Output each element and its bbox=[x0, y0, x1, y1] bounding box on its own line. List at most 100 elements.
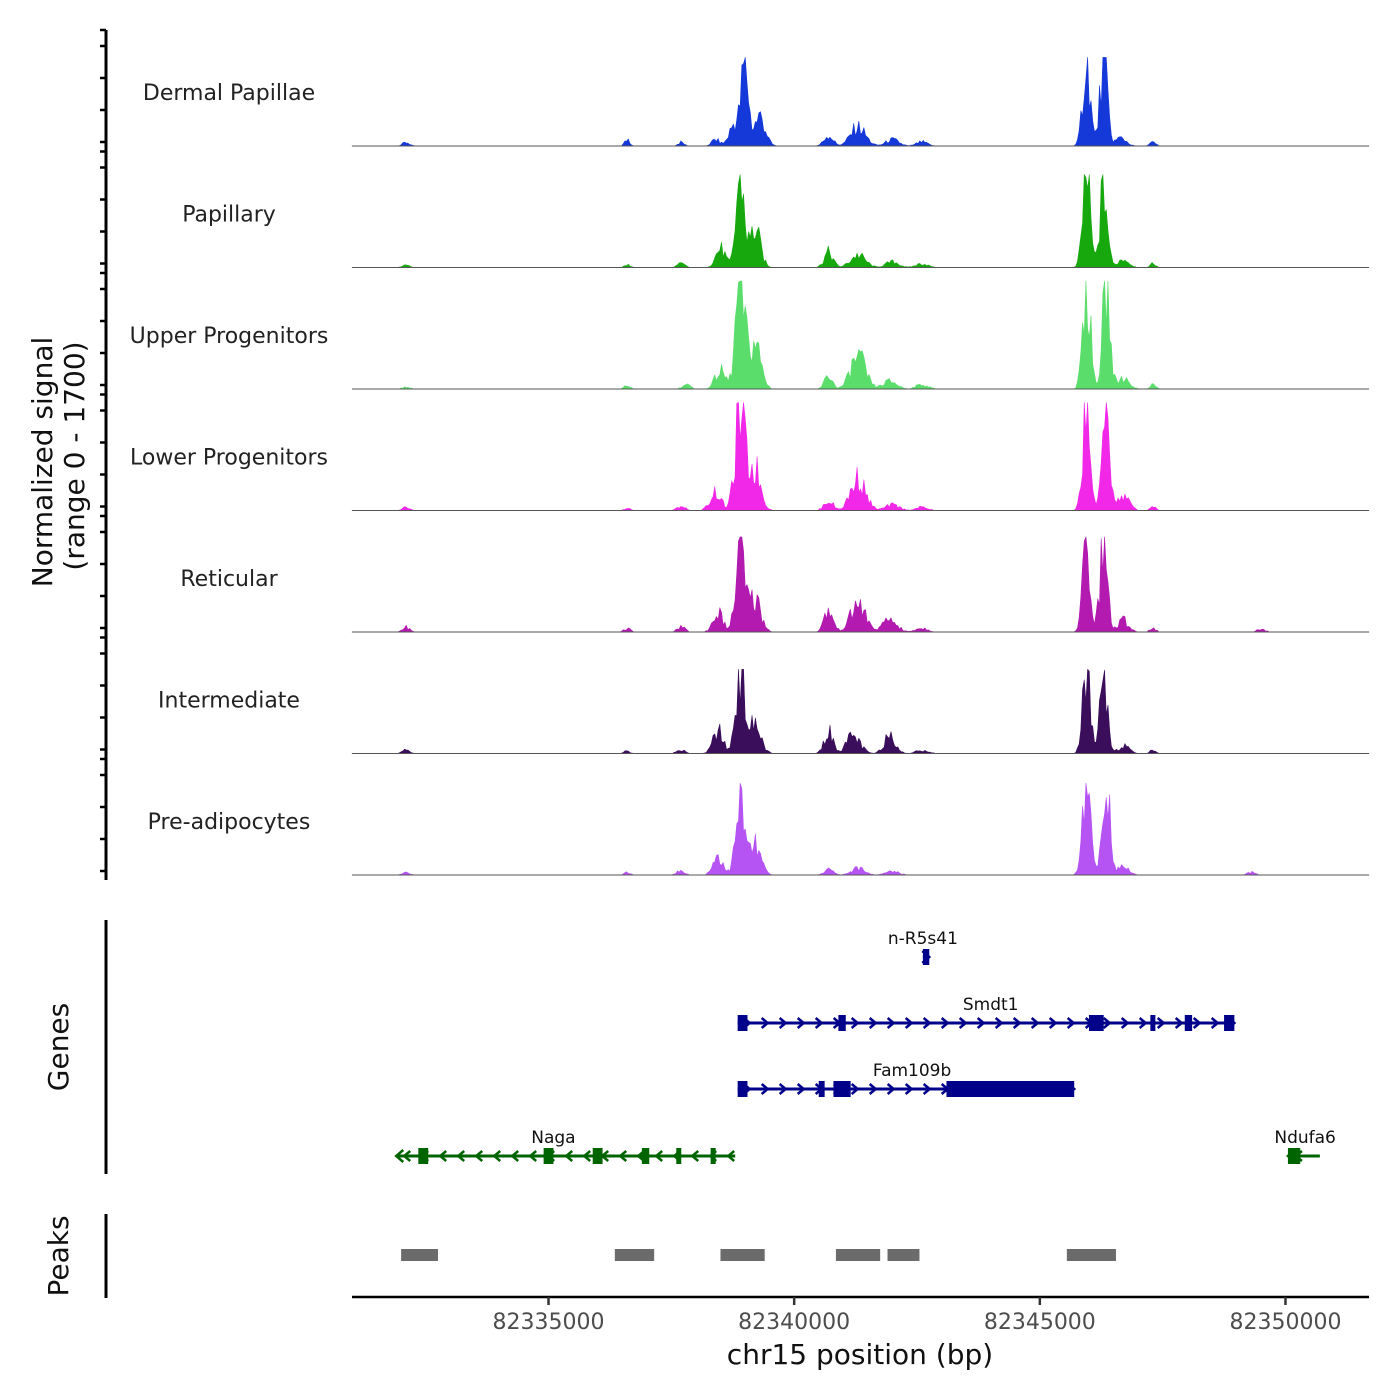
track-label: Reticular bbox=[180, 567, 278, 592]
strand-arrow bbox=[904, 1083, 914, 1095]
exon bbox=[710, 1148, 716, 1164]
strand-arrow bbox=[438, 1150, 448, 1162]
strand-arrow bbox=[1048, 1017, 1058, 1029]
x-tick-label: 82345000 bbox=[984, 1310, 1096, 1335]
genes-track-title: Genes bbox=[42, 1003, 75, 1091]
track-reticular: Reticular bbox=[180, 536, 1370, 633]
strand-arrow bbox=[922, 1083, 932, 1095]
coverage-area bbox=[351, 402, 1370, 511]
strand-arrow bbox=[778, 1083, 788, 1095]
coverage-area bbox=[351, 536, 1370, 633]
exon bbox=[1287, 1148, 1301, 1164]
strand-arrow bbox=[1174, 1017, 1184, 1029]
track-upper-progenitors: Upper Progenitors bbox=[130, 280, 1370, 390]
exon bbox=[1184, 1015, 1193, 1031]
exon bbox=[818, 1081, 825, 1097]
strand-arrow bbox=[528, 1150, 538, 1162]
strand-arrow bbox=[1012, 1017, 1022, 1029]
strand-arrow bbox=[1030, 1017, 1040, 1029]
strand-arrow bbox=[1120, 1017, 1130, 1029]
track-label: Pre-adipocytes bbox=[148, 810, 311, 835]
strand-arrow bbox=[1138, 1017, 1148, 1029]
peak-track bbox=[401, 1249, 1116, 1261]
strand-arrow bbox=[402, 1150, 412, 1162]
strand-arrow bbox=[760, 1017, 770, 1029]
x-axis: 82335000 82340000 82345000 82350000 bbox=[493, 1297, 1341, 1335]
gene-naga: Naga bbox=[394, 1128, 736, 1164]
strand-arrow bbox=[564, 1150, 574, 1162]
track-intermediate: Intermediate bbox=[158, 668, 1370, 754]
coverage-y-axis bbox=[100, 28, 108, 880]
track-label: Intermediate bbox=[158, 689, 300, 714]
track-lower-progenitors: Lower Progenitors bbox=[130, 402, 1370, 511]
strand-arrow bbox=[814, 1017, 824, 1029]
exon bbox=[833, 1081, 851, 1097]
gene-ndufa6: Ndufa6 bbox=[1274, 1128, 1336, 1164]
coverage-area bbox=[351, 174, 1370, 268]
strand-arrow bbox=[904, 1017, 914, 1029]
track-papillary: Papillary bbox=[182, 174, 1370, 268]
strand-arrow bbox=[940, 1017, 950, 1029]
gene-label: Naga bbox=[531, 1128, 575, 1148]
strand-arrow bbox=[492, 1150, 502, 1162]
exon bbox=[1224, 1015, 1235, 1031]
strand-arrow bbox=[922, 1017, 932, 1029]
strand-arrow bbox=[690, 1150, 700, 1162]
coverage-y-axis-title: Normalized signal bbox=[26, 337, 59, 588]
exon bbox=[641, 1148, 650, 1164]
gene-fam109b: Fam109b bbox=[737, 1061, 1077, 1097]
strand-arrow bbox=[796, 1017, 806, 1029]
peak-region bbox=[720, 1249, 765, 1261]
strand-arrow bbox=[778, 1017, 788, 1029]
strand-arrow bbox=[654, 1150, 664, 1162]
strand-arrow bbox=[850, 1017, 860, 1029]
peak-region bbox=[887, 1249, 920, 1261]
strand-arrow bbox=[796, 1083, 806, 1095]
coverage-tracks: Dermal Papillae Papillary Upper Progenitor… bbox=[130, 57, 1370, 876]
peaks-track-title: Peaks bbox=[42, 1215, 75, 1296]
coverage-area bbox=[351, 280, 1370, 390]
x-tick-label: 82340000 bbox=[738, 1310, 850, 1335]
strand-arrow bbox=[958, 1017, 968, 1029]
gene-track: n-R5s41 Smdt1 Fam109b Naga Ndufa6 bbox=[394, 929, 1336, 1164]
gene-smdt1: Smdt1 bbox=[737, 995, 1237, 1031]
strand-arrow bbox=[456, 1150, 466, 1162]
peak-region bbox=[835, 1249, 881, 1261]
strand-arrow bbox=[850, 1083, 860, 1095]
exon bbox=[1150, 1015, 1156, 1031]
exon bbox=[922, 949, 930, 965]
track-label: Papillary bbox=[182, 203, 276, 228]
x-tick-label: 82335000 bbox=[493, 1310, 605, 1335]
track-label: Dermal Papillae bbox=[143, 81, 315, 106]
exon bbox=[418, 1148, 429, 1164]
gene-label: Smdt1 bbox=[963, 995, 1019, 1015]
coverage-area bbox=[351, 782, 1370, 876]
strand-arrow bbox=[976, 1017, 986, 1029]
exon bbox=[592, 1148, 603, 1164]
exon bbox=[946, 1081, 1075, 1097]
strand-arrow bbox=[886, 1083, 896, 1095]
strand-arrow bbox=[994, 1017, 1004, 1029]
coverage-area bbox=[351, 668, 1370, 754]
strand-arrow bbox=[1192, 1017, 1202, 1029]
strand-arrow bbox=[726, 1150, 736, 1162]
strand-arrow bbox=[1156, 1017, 1166, 1029]
track-label: Lower Progenitors bbox=[130, 446, 328, 471]
strand-arrow bbox=[886, 1017, 896, 1029]
exon bbox=[838, 1015, 846, 1031]
strand-arrow bbox=[1066, 1017, 1076, 1029]
strand-arrow bbox=[1210, 1017, 1220, 1029]
gene-label: n-R5s41 bbox=[888, 929, 958, 949]
coverage-area bbox=[351, 57, 1370, 147]
exon bbox=[737, 1081, 748, 1097]
peak-region bbox=[614, 1249, 655, 1261]
track-label: Upper Progenitors bbox=[130, 324, 329, 349]
strand-arrow bbox=[868, 1083, 878, 1095]
peak-region bbox=[1066, 1249, 1116, 1261]
gene-label: Fam109b bbox=[873, 1061, 951, 1081]
peak-region bbox=[401, 1249, 438, 1261]
x-axis-title: chr15 position (bp) bbox=[727, 1338, 993, 1371]
strand-arrow bbox=[582, 1150, 592, 1162]
exon bbox=[737, 1015, 748, 1031]
